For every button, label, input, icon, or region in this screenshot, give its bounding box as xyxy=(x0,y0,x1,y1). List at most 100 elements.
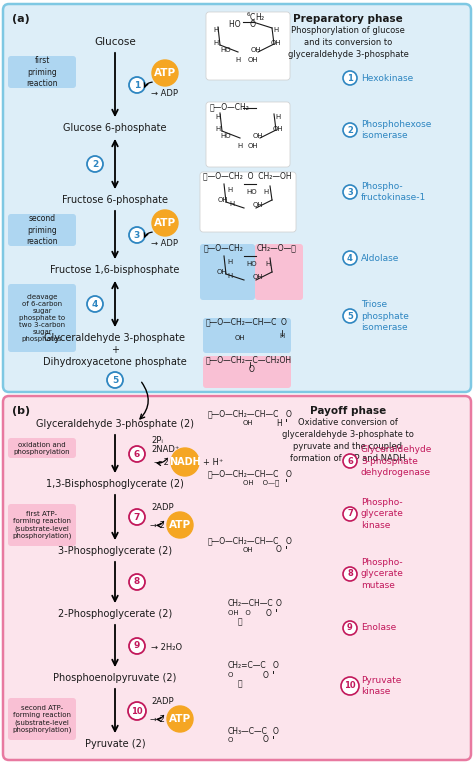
Text: Ⓟ: Ⓟ xyxy=(238,679,243,689)
Circle shape xyxy=(107,372,123,388)
Text: 5: 5 xyxy=(112,376,118,385)
Text: O: O xyxy=(276,600,282,608)
Circle shape xyxy=(343,185,357,199)
Text: Phospho-
fructokinase-1: Phospho- fructokinase-1 xyxy=(361,182,426,202)
FancyBboxPatch shape xyxy=(200,172,296,232)
Text: OH: OH xyxy=(253,274,264,280)
Text: O: O xyxy=(276,545,282,555)
Circle shape xyxy=(129,446,145,462)
Circle shape xyxy=(343,71,357,85)
Text: H: H xyxy=(265,261,271,267)
Circle shape xyxy=(129,574,145,590)
Text: OH: OH xyxy=(218,197,228,203)
Text: 2-Phosphoglycerate (2): 2-Phosphoglycerate (2) xyxy=(58,609,172,619)
Circle shape xyxy=(343,567,357,581)
Text: Ⓟ—O—CH₂—CH—C: Ⓟ—O—CH₂—CH—C xyxy=(206,317,277,327)
Circle shape xyxy=(167,512,193,538)
Text: Fructose 1,6-bisphosphate: Fructose 1,6-bisphosphate xyxy=(50,265,180,275)
Circle shape xyxy=(343,507,357,521)
Text: NADH: NADH xyxy=(169,457,201,467)
Circle shape xyxy=(171,448,199,476)
Text: 2ADP: 2ADP xyxy=(151,503,173,512)
Text: 7: 7 xyxy=(347,509,353,519)
Text: O: O xyxy=(286,536,292,545)
FancyArrowPatch shape xyxy=(144,232,152,237)
FancyBboxPatch shape xyxy=(203,318,291,353)
Text: O: O xyxy=(228,737,233,743)
Text: 2: 2 xyxy=(92,159,98,168)
Circle shape xyxy=(343,123,357,137)
Text: H: H xyxy=(229,201,235,207)
Text: 4: 4 xyxy=(92,300,98,308)
Text: H: H xyxy=(228,273,233,279)
Circle shape xyxy=(152,210,178,236)
Text: OH: OH xyxy=(235,335,246,341)
Text: O: O xyxy=(266,608,272,617)
Text: → ADP: → ADP xyxy=(152,239,179,248)
Text: O: O xyxy=(286,409,292,418)
Text: O: O xyxy=(228,672,233,678)
Text: 4: 4 xyxy=(347,253,353,262)
FancyArrowPatch shape xyxy=(157,522,164,527)
Text: → 2: → 2 xyxy=(150,520,165,529)
Text: OH: OH xyxy=(251,47,261,53)
FancyBboxPatch shape xyxy=(206,12,290,80)
Text: Pyruvate (2): Pyruvate (2) xyxy=(85,739,146,749)
Text: Ⓟ—O—CH₂: Ⓟ—O—CH₂ xyxy=(210,103,250,112)
Text: 2: 2 xyxy=(347,125,353,135)
FancyBboxPatch shape xyxy=(3,4,471,392)
FancyBboxPatch shape xyxy=(203,356,291,388)
Text: 9: 9 xyxy=(347,623,353,633)
FancyBboxPatch shape xyxy=(8,504,76,546)
Text: Ⓟ: Ⓟ xyxy=(238,617,243,627)
Text: Phospho-
glycerate
kinase: Phospho- glycerate kinase xyxy=(361,498,404,530)
Text: OH: OH xyxy=(217,269,228,275)
Text: H: H xyxy=(273,27,279,33)
Text: → 2H₂O: → 2H₂O xyxy=(151,643,182,653)
Text: H: H xyxy=(228,259,233,265)
Text: H: H xyxy=(228,187,233,193)
Text: Hexokinase: Hexokinase xyxy=(361,73,413,83)
Text: 8: 8 xyxy=(134,578,140,587)
Circle shape xyxy=(167,706,193,732)
Circle shape xyxy=(343,454,357,468)
Text: Preparatory phase: Preparatory phase xyxy=(293,14,403,24)
Text: Triose
phosphate
isomerase: Triose phosphate isomerase xyxy=(361,300,409,332)
Circle shape xyxy=(129,509,145,525)
Text: Phosphoenolpyruvate (2): Phosphoenolpyruvate (2) xyxy=(53,673,177,683)
Text: oxidation and
phosphorylation: oxidation and phosphorylation xyxy=(14,441,70,454)
Text: OH: OH xyxy=(253,202,264,208)
Text: Phospho-
glycerate
mutase: Phospho- glycerate mutase xyxy=(361,558,404,590)
Text: Enolase: Enolase xyxy=(361,623,396,633)
Text: Ⓟ—O—CH₂—CH—C: Ⓟ—O—CH₂—CH—C xyxy=(208,409,279,418)
Text: 2Pᵢ: 2Pᵢ xyxy=(151,435,163,444)
Text: 1,3-Bisphosphoglycerate (2): 1,3-Bisphosphoglycerate (2) xyxy=(46,479,184,489)
FancyBboxPatch shape xyxy=(8,438,76,458)
Text: (a): (a) xyxy=(12,14,30,24)
Text: Glucose 6-phosphate: Glucose 6-phosphate xyxy=(63,123,167,133)
FancyBboxPatch shape xyxy=(200,244,255,300)
FancyBboxPatch shape xyxy=(8,698,76,740)
Text: 5: 5 xyxy=(347,311,353,321)
Text: 9: 9 xyxy=(134,642,140,650)
Text: OH    O—Ⓟ: OH O—Ⓟ xyxy=(243,480,279,487)
Text: CH₃—C—C: CH₃—C—C xyxy=(228,727,268,735)
Text: Fructose 6-phosphate: Fructose 6-phosphate xyxy=(62,195,168,205)
Text: Glyceraldehyde 3-phosphate: Glyceraldehyde 3-phosphate xyxy=(45,333,185,343)
Text: → 2: → 2 xyxy=(154,457,169,467)
Circle shape xyxy=(343,251,357,265)
Text: H: H xyxy=(213,40,219,46)
Text: + H⁺: + H⁺ xyxy=(203,457,223,467)
Text: second
priming
reaction: second priming reaction xyxy=(26,214,58,246)
Text: first
priming
reaction: first priming reaction xyxy=(26,57,58,88)
Text: Payoff phase: Payoff phase xyxy=(310,406,386,416)
Text: 3-Phosphoglycerate (2): 3-Phosphoglycerate (2) xyxy=(58,546,172,556)
FancyArrowPatch shape xyxy=(157,458,167,465)
Text: H: H xyxy=(279,333,284,339)
Text: +: + xyxy=(111,345,119,355)
Text: Ⓟ—O—CH₂  O  CH₂—OH: Ⓟ—O—CH₂ O CH₂—OH xyxy=(203,171,292,181)
Text: OH: OH xyxy=(253,133,264,139)
Text: → 2: → 2 xyxy=(150,715,165,724)
Text: Ⓟ—O—CH₂: Ⓟ—O—CH₂ xyxy=(204,243,244,252)
Text: (b): (b) xyxy=(12,406,30,416)
